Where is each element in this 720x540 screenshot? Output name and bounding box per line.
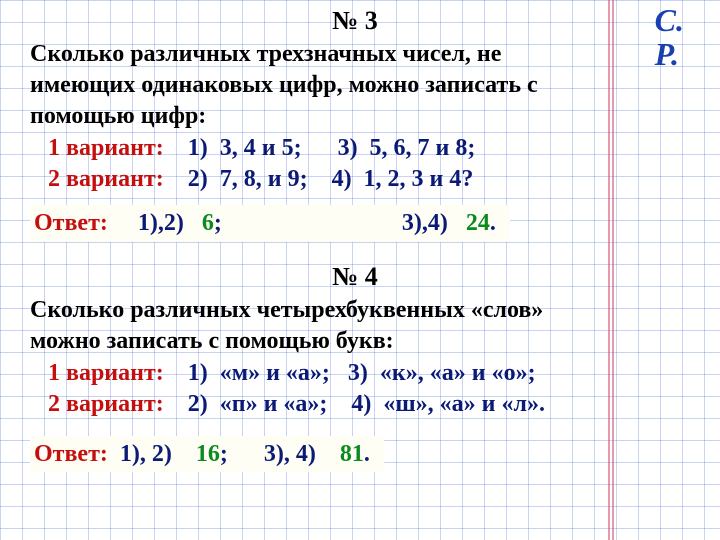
task4-ans1a: 1), 2)	[120, 441, 172, 467]
task3-v1-label: 1 вариант:	[48, 135, 164, 161]
task4-variant1: 1 вариант: 1) «м» и «а»; 3) «к», «а» и «…	[30, 358, 680, 389]
task3-v1-opt1: 1) 3, 4 и 5;	[188, 135, 302, 161]
page-content: № 3 Сколько различных трехзначных чисел,…	[0, 0, 720, 540]
task4-ans-label: Ответ:	[34, 441, 108, 467]
task3-ans2a: 3),4)	[402, 210, 448, 236]
task3-answer: Ответ: 1),2) 6; 3),4) 24.	[30, 205, 510, 242]
task4-v2-opt2: 4) «ш», «а» и «л».	[351, 391, 545, 417]
task3-title: № 3	[30, 4, 680, 37]
task4-v1-opt2: 3) «к», «а» и «о»;	[348, 360, 536, 386]
task3-q-l1: Сколько различных трехзначных чисел, не	[30, 41, 501, 67]
task4-q-l2: можно записать с помощью букв:	[30, 328, 394, 354]
task3-q-l3: помощью цифр:	[30, 103, 206, 129]
task3-ans1b: 6	[202, 210, 214, 236]
task3-question: Сколько различных трехзначных чисел, не …	[30, 39, 680, 131]
task4-ans2c: .	[364, 441, 370, 467]
task4-v1-label: 1 вариант:	[48, 360, 164, 386]
task4-title: № 4	[30, 260, 680, 293]
task3-ans2c: .	[490, 210, 496, 236]
task3-ans2b: 24	[466, 210, 490, 236]
task4-answer: Ответ: 1), 2) 16; 3), 4) 81.	[30, 436, 384, 473]
task3-v2-label: 2 вариант:	[48, 166, 164, 192]
task3-q-l2: имеющих одинаковых цифр, можно записать …	[30, 72, 538, 98]
task4-question: Сколько различных четырехбуквенных «слов…	[30, 295, 680, 356]
task4-ans2b: 81	[340, 441, 364, 467]
task3-variant1: 1 вариант: 1) 3, 4 и 5; 3) 5, 6, 7 и 8;	[30, 133, 680, 164]
task3-ans-label: Ответ:	[34, 210, 108, 236]
task3-v1-opt2: 3) 5, 6, 7 и 8;	[338, 135, 476, 161]
task4-v2-opt1: 2) «п» и «а»;	[188, 391, 328, 417]
task4-ans2a: 3), 4)	[264, 441, 316, 467]
task3-v2-opt1: 2) 7, 8, и 9;	[188, 166, 308, 192]
task3-ans1c: ;	[214, 210, 222, 236]
task4-q-l1: Сколько различных четырехбуквенных «слов…	[30, 297, 543, 323]
task3-v2-opt2: 4) 1, 2, 3 и 4?	[332, 166, 474, 192]
task3-variant2: 2 вариант: 2) 7, 8, и 9; 4) 1, 2, 3 и 4?	[30, 164, 680, 195]
task4-ans1c: ;	[220, 441, 228, 467]
task4-ans1b: 16	[196, 441, 220, 467]
task3-ans1a: 1),2)	[138, 210, 184, 236]
task4-v2-label: 2 вариант:	[48, 391, 164, 417]
task4-v1-opt1: 1) «м» и «а»;	[188, 360, 330, 386]
task4-variant2: 2 вариант: 2) «п» и «а»; 4) «ш», «а» и «…	[30, 389, 680, 420]
